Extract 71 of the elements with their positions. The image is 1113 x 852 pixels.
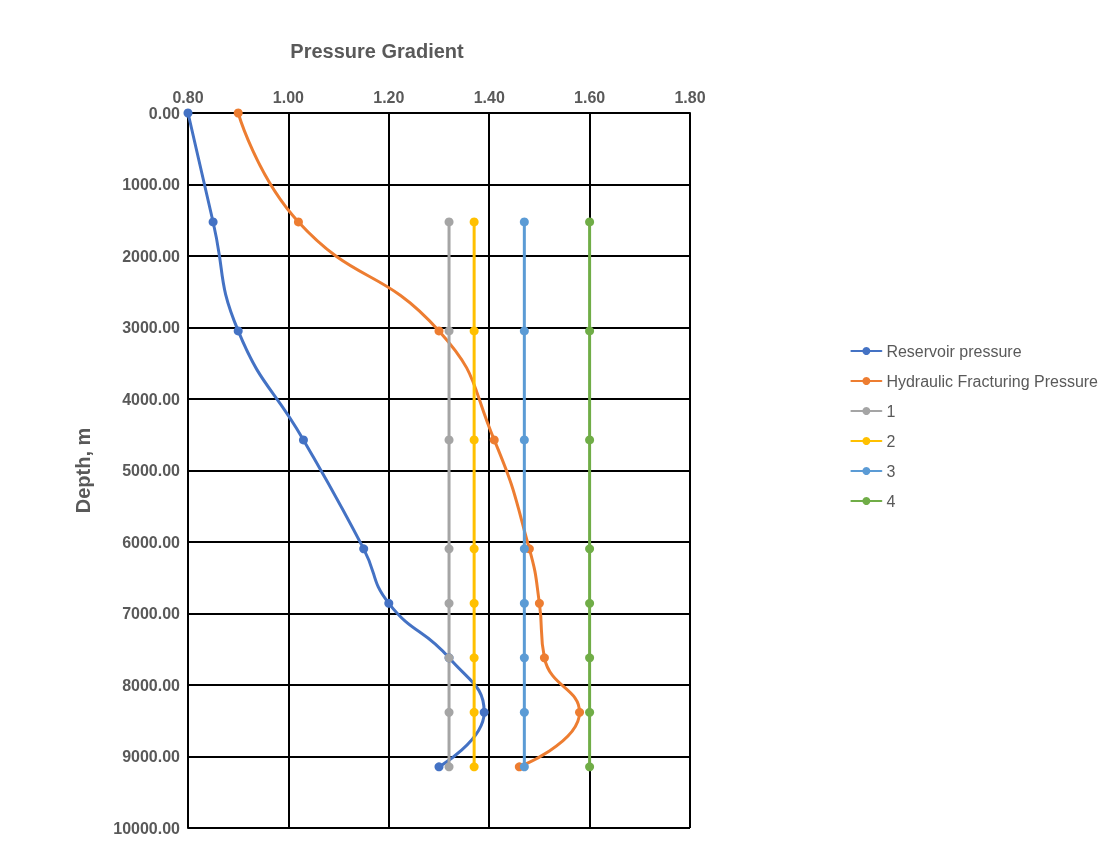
y-tick-label: 10000.00 xyxy=(113,819,181,837)
point xyxy=(293,217,303,227)
point xyxy=(183,108,193,118)
y-tick-label: 5000.00 xyxy=(122,462,181,479)
point xyxy=(469,653,479,663)
point xyxy=(519,707,529,717)
point xyxy=(519,217,529,227)
point xyxy=(444,707,454,717)
y-axis-title: Depth, m xyxy=(72,427,94,514)
y-tick-label: 3000.00 xyxy=(122,319,181,336)
point xyxy=(519,544,529,554)
point xyxy=(519,326,529,336)
y-tick-label: 1000.00 xyxy=(122,176,181,193)
legend-label: 1 xyxy=(886,402,896,420)
legend-label: 2 xyxy=(886,432,896,450)
point xyxy=(469,217,479,227)
chart-title: Pressure Gradient xyxy=(290,40,465,62)
point xyxy=(444,217,454,227)
y-tick-label: 7000.00 xyxy=(122,605,181,622)
point xyxy=(444,598,454,608)
point xyxy=(233,108,243,118)
point xyxy=(489,435,499,445)
y-tick-label: 4000.00 xyxy=(122,390,181,408)
point xyxy=(444,435,454,445)
point xyxy=(519,762,529,772)
point xyxy=(469,707,479,717)
x-tick-label: 1.00 xyxy=(272,88,305,106)
point xyxy=(444,326,454,336)
point xyxy=(469,544,479,554)
y-tick-label: 6000.00 xyxy=(122,533,181,551)
point xyxy=(208,217,218,227)
point xyxy=(519,653,529,663)
x-tick-label: 1.20 xyxy=(373,88,405,106)
point xyxy=(585,707,595,717)
point xyxy=(519,435,529,445)
point xyxy=(233,326,243,336)
point xyxy=(434,762,444,772)
point xyxy=(469,598,479,608)
point xyxy=(359,544,369,554)
point xyxy=(585,762,595,772)
point xyxy=(534,598,544,608)
point xyxy=(479,707,489,717)
x-tick-label: 1.80 xyxy=(674,88,706,106)
y-tick-label: 9000.00 xyxy=(122,748,181,765)
y-tick-label: 0.00 xyxy=(148,104,181,122)
point xyxy=(469,435,479,445)
point xyxy=(469,762,479,772)
point xyxy=(444,544,454,554)
y-tick-label: 2000.00 xyxy=(122,247,181,265)
point xyxy=(444,762,454,772)
point xyxy=(384,598,394,608)
y-tick-label: 8000.00 xyxy=(122,676,181,694)
point xyxy=(585,544,595,554)
legend-label: 3 xyxy=(886,462,896,480)
x-tick-label: 1.40 xyxy=(473,88,505,106)
legend-label: 4 xyxy=(886,492,896,510)
point xyxy=(539,653,549,663)
point xyxy=(575,707,585,717)
x-tick-label: 0.80 xyxy=(172,88,204,106)
point xyxy=(434,326,444,336)
x-tick-label: 1.60 xyxy=(574,88,606,106)
point xyxy=(585,653,595,663)
legend-label: Hydraulic Fracturing Pressure xyxy=(886,372,1099,390)
point xyxy=(585,435,595,445)
point xyxy=(585,598,595,608)
point xyxy=(298,435,308,445)
point xyxy=(585,326,595,336)
legend-label: Reservoir pressure xyxy=(886,342,1022,360)
point xyxy=(585,217,595,227)
point xyxy=(469,326,479,336)
point xyxy=(519,598,529,608)
